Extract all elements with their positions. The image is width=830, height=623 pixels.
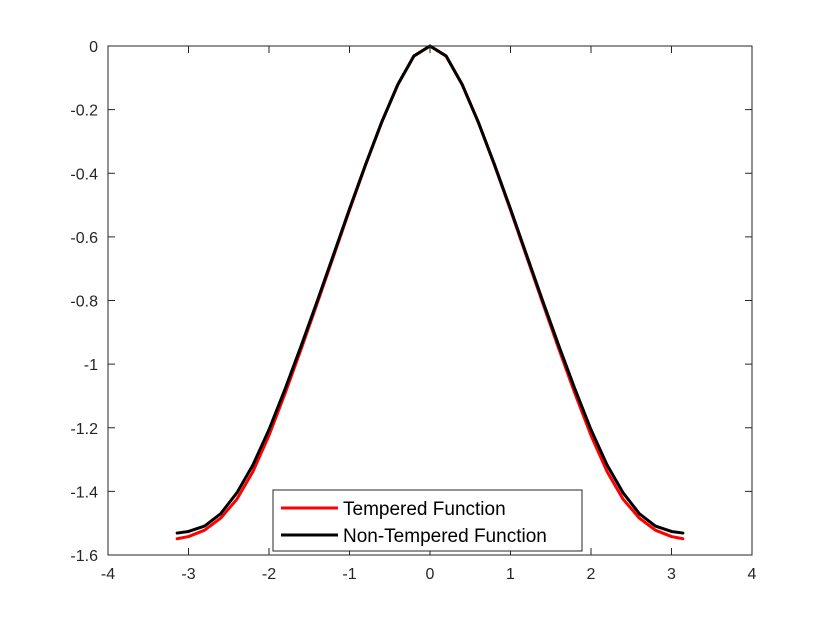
y-tick-label: -1.6 [70,548,98,565]
axes-layer: -4 -3 -2 -1 0 1 2 3 4 0 -0.2 -0.4 -0.6 -0.8 -1 -1.2 -1.4… [70,39,756,583]
x-tick-label: 3 [667,566,676,583]
legend-box [272,489,583,552]
x-tick-label: -3 [181,566,195,583]
y-tick-label: -1 [84,357,98,374]
legend: Tempered Function Non-Tempered Function [272,489,583,552]
legend-label-tempered-function: Tempered Function [343,499,506,520]
y-tick-label: -0.6 [70,230,98,247]
x-tick-label: 1 [506,566,515,583]
plot-area [108,46,752,555]
y-tick-label: -0.2 [70,103,98,120]
x-tick-label: -2 [262,566,276,583]
x-tick-label: 4 [748,566,757,583]
y-tick-label: -1.4 [70,484,98,501]
x-tick-label: -1 [342,566,356,583]
y-tick-label: 0 [89,39,98,56]
x-tick-label: 0 [426,566,435,583]
x-tick-label: -4 [101,566,115,583]
legend-label-non-tempered-function: Non-Tempered Function [343,526,547,547]
y-tick-label: -1.2 [70,421,98,438]
y-tick-label: -0.4 [70,166,98,183]
x-tick-label: 2 [587,566,596,583]
y-tick-label: -0.8 [70,294,98,311]
